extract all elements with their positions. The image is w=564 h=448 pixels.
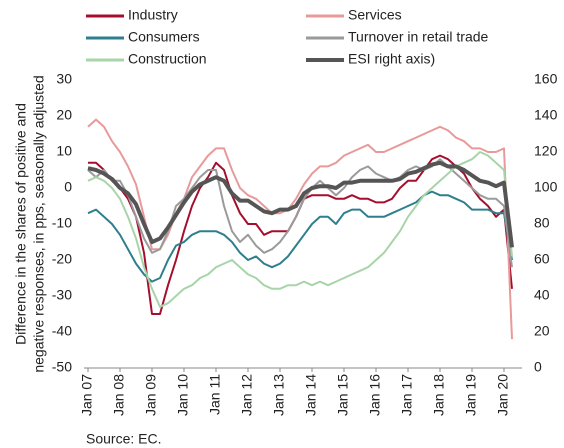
y-tick-label: -20 — [52, 251, 72, 267]
y2-tick-label: 60 — [534, 251, 550, 267]
y-tick-label: -50 — [52, 359, 72, 375]
y-tick-label: 0 — [64, 179, 72, 195]
y-tick-label: -10 — [52, 215, 72, 231]
y-tick-label: -30 — [52, 287, 72, 303]
y-tick-label: 20 — [56, 107, 72, 123]
legend-label: Industry — [128, 7, 178, 23]
y-tick-label: -40 — [52, 323, 72, 339]
x-tick-label: Jan 09 — [143, 374, 159, 416]
y-axis-title: Difference in the shares of positive and… — [13, 75, 47, 372]
y2-tick-label: 0 — [534, 359, 542, 375]
y2-tick-label: 160 — [534, 71, 558, 87]
x-tick-label: Jan 14 — [303, 374, 319, 416]
x-tick-label: Jan 17 — [399, 374, 415, 416]
y-tick-label: 10 — [56, 143, 72, 159]
y-axis-title-line: Difference in the shares of positive and — [13, 103, 29, 345]
legend-label: Construction — [128, 51, 207, 67]
y2-tick-label: 40 — [534, 287, 550, 303]
y-axis-title-line: negative responses, in pps, seasonally a… — [31, 75, 47, 372]
legend-label: Services — [348, 7, 402, 23]
legend-label: Turnover in retail trade — [348, 29, 489, 45]
x-tick-label: Jan 10 — [175, 374, 191, 416]
series-line — [87, 151, 513, 308]
y2-tick-label: 140 — [534, 107, 558, 123]
legend-label: ESI right axis) — [348, 51, 435, 67]
x-tick-label: Jan 08 — [111, 374, 127, 416]
series-line — [87, 190, 513, 283]
y2-tick-label: 100 — [534, 179, 558, 195]
source: Source: EC. — [86, 431, 161, 447]
series-line — [87, 160, 514, 248]
y2-tick-label: 20 — [534, 323, 550, 339]
x-tick-label: Jan 12 — [239, 374, 255, 416]
x-tick-label: Jan 07 — [79, 374, 95, 416]
x-tick-label: Jan 16 — [367, 374, 383, 416]
x-tick-label: Jan 20 — [495, 374, 511, 416]
x-tick-label: Jan 18 — [431, 374, 447, 416]
x-tick-label: Jan 15 — [335, 374, 351, 416]
x-tick-label: Jan 19 — [463, 374, 479, 416]
y2-tick-label: 80 — [534, 215, 550, 231]
legend-label: Consumers — [128, 29, 200, 45]
series-line — [87, 158, 513, 268]
x-tick-label: Jan 11 — [207, 374, 223, 415]
x-tick-label: Jan 13 — [271, 374, 287, 416]
y-tick-label: 30 — [56, 71, 72, 87]
y2-tick-label: 120 — [534, 143, 558, 159]
